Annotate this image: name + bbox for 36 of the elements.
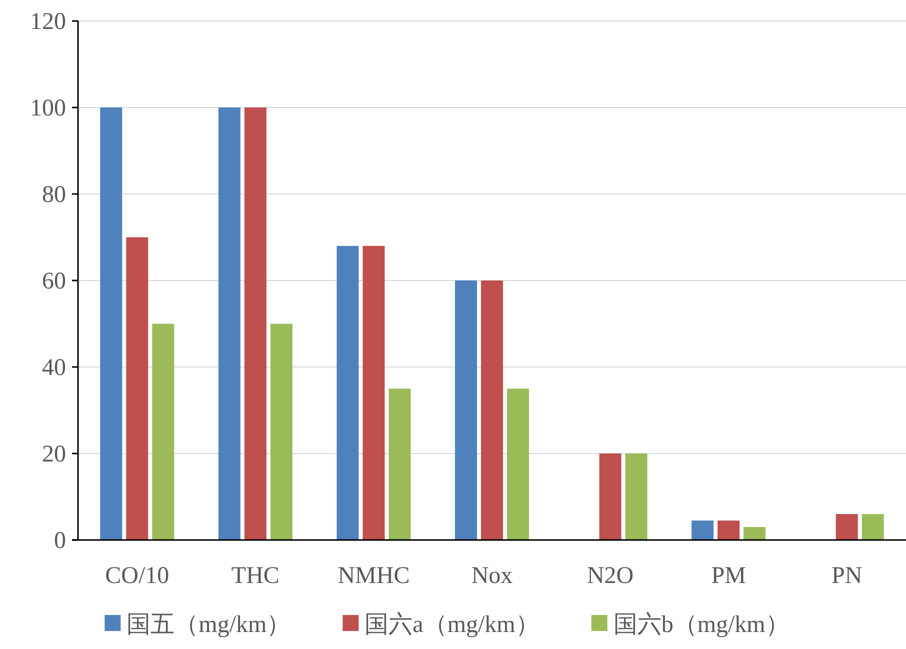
y-tick-label: 80 — [42, 182, 66, 208]
bar — [599, 454, 622, 540]
x-tick-label: CO/10 — [105, 563, 170, 589]
legend-label: 国六b（mg/km） — [613, 611, 790, 638]
bar — [718, 520, 740, 540]
bar — [244, 108, 266, 540]
y-tick-label: 120 — [30, 9, 66, 35]
bar — [481, 280, 503, 540]
x-tick-label: PN — [832, 563, 862, 589]
x-tick-label: Nox — [471, 563, 513, 589]
bar — [836, 514, 858, 540]
bar — [126, 237, 148, 540]
x-tick-label: THC — [231, 563, 280, 589]
legend-label: 国六a（mg/km） — [364, 611, 540, 638]
bar — [336, 246, 359, 540]
x-tick-label: NMHC — [338, 563, 410, 589]
bar — [388, 388, 411, 540]
bar — [100, 108, 122, 540]
bar — [362, 246, 385, 540]
bar — [862, 514, 884, 540]
y-tick-label: 100 — [30, 96, 66, 122]
legend-label: 国五（mg/km） — [126, 612, 291, 638]
y-tick-label: 40 — [42, 355, 66, 381]
bar — [692, 520, 714, 540]
x-tick-label: PM — [711, 563, 746, 589]
bar — [152, 324, 174, 540]
bar — [218, 108, 240, 540]
x-tick-label: N2O — [586, 563, 634, 589]
bar — [744, 527, 766, 540]
y-tick-label: 0 — [54, 528, 66, 554]
bar — [270, 324, 292, 540]
y-tick-label: 20 — [42, 442, 66, 468]
bar — [625, 454, 648, 540]
bar — [455, 280, 477, 540]
bar — [507, 388, 529, 540]
y-tick-label: 60 — [42, 268, 66, 294]
